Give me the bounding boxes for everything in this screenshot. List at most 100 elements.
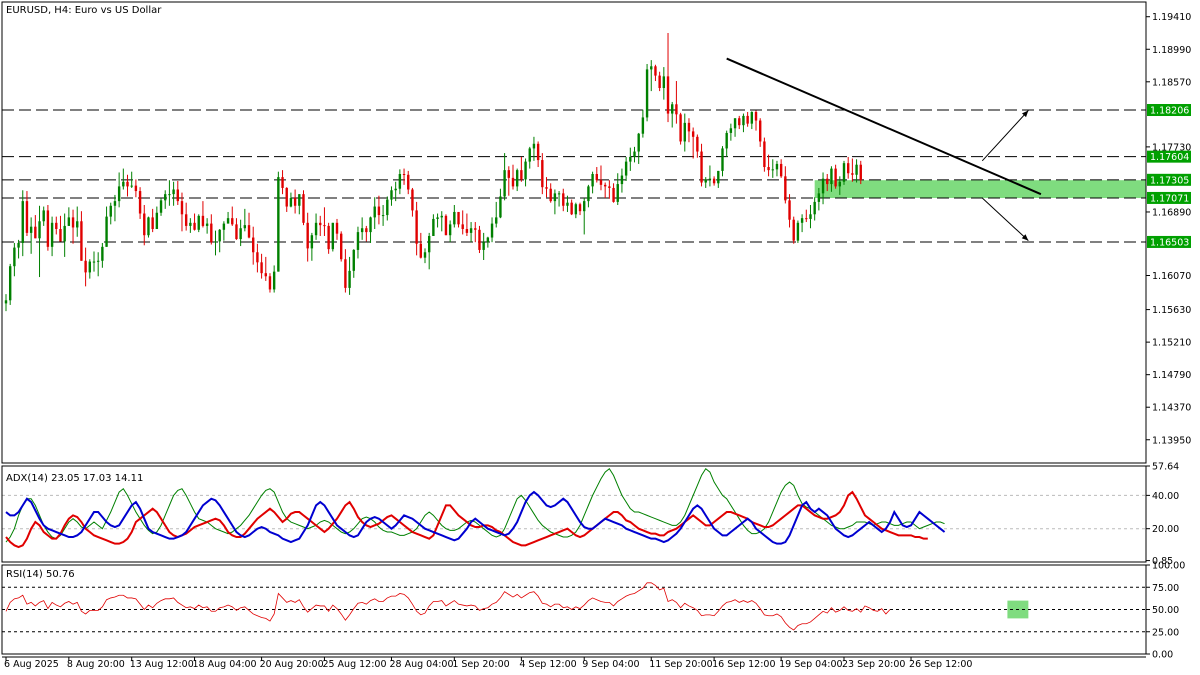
candle-body — [201, 215, 205, 226]
candle — [218, 229, 221, 253]
candle-body — [176, 189, 179, 202]
candle-body — [50, 222, 54, 247]
candle-body — [750, 112, 754, 124]
candle-body — [235, 224, 238, 240]
candle-body — [92, 261, 96, 263]
candle — [398, 169, 402, 195]
candle — [176, 180, 179, 205]
candle-body — [717, 170, 720, 184]
candle — [754, 110, 758, 131]
candle-body — [67, 217, 71, 226]
candle-body — [13, 247, 16, 267]
adx-series-line — [5, 490, 946, 545]
candle-body — [369, 217, 372, 233]
candle-body — [562, 193, 565, 206]
candle — [243, 208, 247, 232]
candle-body — [788, 200, 791, 220]
candle-body — [453, 211, 456, 225]
price-tag-label: 1.18206 — [1150, 106, 1189, 117]
candle-body — [784, 176, 787, 201]
candle — [679, 112, 682, 145]
candle — [80, 211, 83, 261]
candle-body — [603, 184, 607, 187]
candle-body — [344, 259, 347, 288]
time-tick-label: 20 Aug 20:00 — [260, 659, 324, 670]
candle-body — [96, 260, 100, 262]
price-tag-box — [1147, 191, 1191, 204]
candle-body — [415, 210, 418, 244]
candle — [637, 132, 640, 164]
candle-body — [478, 229, 481, 250]
candle — [369, 216, 372, 243]
candle-body — [855, 164, 858, 175]
candle — [390, 186, 393, 206]
candle-body — [570, 202, 573, 215]
adx-panel — [2, 467, 1146, 549]
support-zone — [814, 180, 1146, 199]
candle — [298, 194, 301, 215]
candle — [268, 273, 272, 293]
candle — [725, 130, 728, 157]
candle — [541, 153, 544, 195]
candle-body — [620, 175, 624, 185]
candle-body — [754, 112, 758, 121]
candle-body — [252, 237, 255, 253]
candle-body — [805, 218, 808, 220]
candle — [440, 211, 443, 232]
candle — [264, 256, 267, 281]
candle-body — [608, 186, 611, 188]
candle — [759, 118, 762, 147]
candle — [71, 209, 75, 244]
candle — [17, 239, 20, 259]
candle — [813, 197, 816, 221]
candle — [633, 146, 636, 163]
candle — [763, 137, 766, 172]
candle — [792, 216, 795, 244]
candle — [130, 171, 133, 188]
candle-body — [545, 187, 548, 189]
candle-body — [775, 163, 779, 170]
candle — [260, 253, 263, 279]
candle-body — [101, 246, 104, 261]
candle — [88, 259, 91, 279]
candle — [704, 177, 707, 188]
candle-body — [503, 170, 506, 197]
candle — [654, 64, 657, 82]
main-frame — [1, 1, 1147, 464]
candle — [771, 159, 774, 178]
candle — [708, 165, 712, 187]
time-tick-label: 6 Aug 2025 — [4, 659, 59, 670]
candle-body — [243, 225, 247, 229]
candle — [821, 172, 825, 205]
candle-body — [25, 201, 29, 233]
candle-body — [147, 217, 150, 236]
candle-body — [427, 235, 431, 253]
time-tick-label: 19 Sep 04:00 — [779, 659, 842, 670]
candle — [671, 101, 674, 128]
candle — [842, 160, 846, 185]
price-tick-label: 1.16070 — [1152, 271, 1191, 282]
candle-body — [293, 198, 297, 206]
candle-body — [679, 114, 682, 142]
candle — [767, 154, 770, 177]
candle — [800, 214, 804, 233]
candle — [779, 159, 783, 178]
candle-body — [536, 143, 540, 161]
candle — [180, 192, 184, 232]
candle-body — [4, 300, 8, 304]
candle — [184, 202, 188, 231]
candle — [826, 174, 829, 192]
candle-body — [285, 187, 288, 207]
candle-body — [859, 164, 862, 181]
candle — [549, 183, 552, 203]
candle-body — [340, 233, 343, 260]
candle — [712, 176, 716, 186]
candle-body — [419, 243, 423, 258]
candle — [331, 222, 335, 252]
candle — [46, 204, 50, 251]
candle — [528, 146, 531, 169]
candle — [641, 109, 645, 138]
candle-body — [143, 213, 146, 236]
